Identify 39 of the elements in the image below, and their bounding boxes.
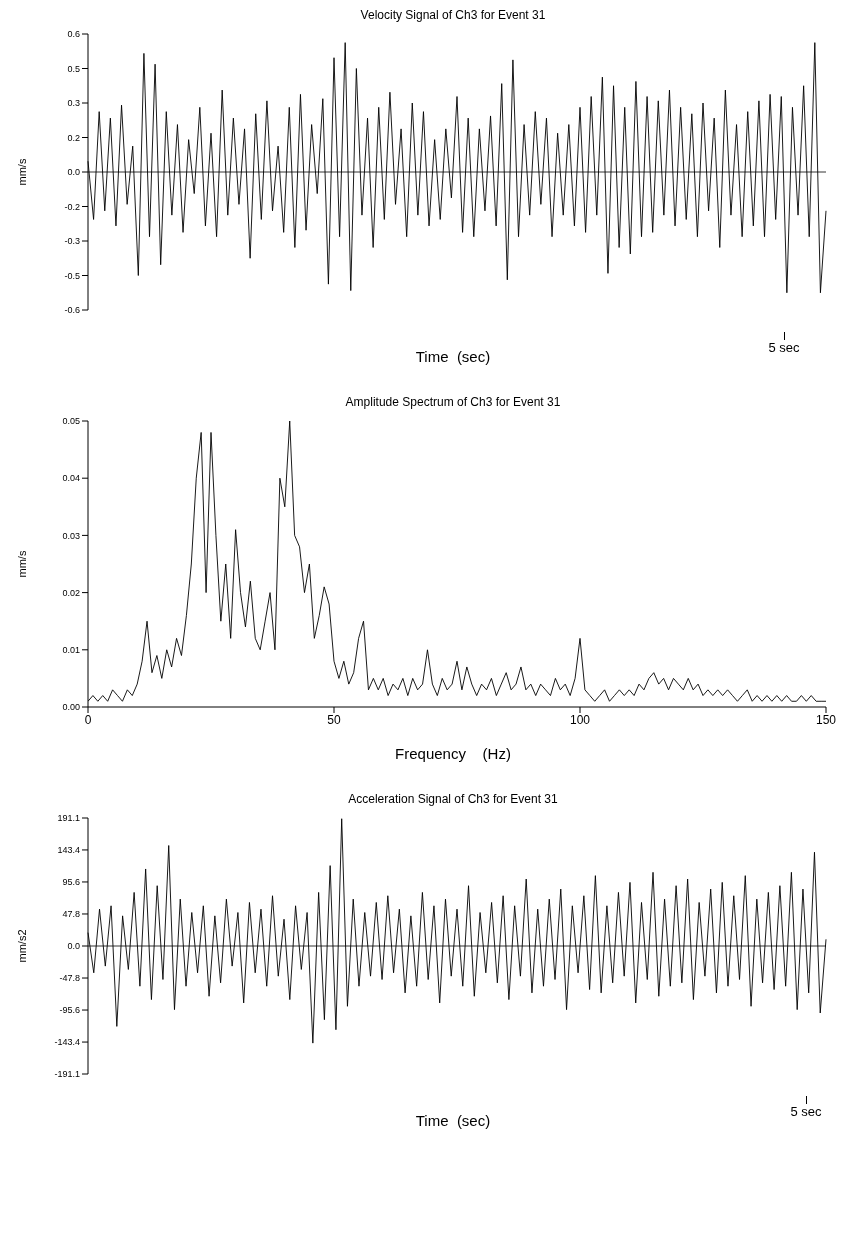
text: 5 sec: [789, 1104, 823, 1119]
y-tick-label: 191.1: [57, 813, 80, 824]
y-tick-label: 0.5: [67, 63, 80, 74]
y-tick-label: -0.3: [64, 236, 80, 247]
y-tick-label: 0.0: [67, 941, 80, 952]
x-axis-title: Time (sec): [415, 1112, 491, 1129]
y-tick-label: 0.2: [67, 132, 80, 143]
y-tick-label: 47.8: [62, 909, 80, 920]
y-tick-label: 0.00: [62, 702, 80, 713]
y-tick-label: 143.4: [57, 845, 80, 856]
x-tick-label: 50: [327, 712, 341, 727]
y-tick-label: -0.6: [64, 305, 80, 316]
y-tick-label: 0.04: [62, 473, 80, 484]
y-axis-title: mm/s: [15, 550, 28, 578]
x-axis-title: Time (sec): [415, 348, 491, 365]
x-tick-label: 100: [569, 712, 591, 727]
y-tick-label: 0.6: [67, 29, 80, 40]
x-axis-title: Frequency (Hz): [394, 745, 512, 762]
x-tick-label: 150: [815, 712, 837, 727]
chart-title: Amplitude Spectrum of Ch3 for Event 31: [344, 395, 562, 409]
text: 5 sec: [767, 340, 801, 355]
x-tick-label: 0: [84, 712, 92, 727]
y-tick-label: -0.2: [64, 201, 80, 212]
y-axis-title: mm/s: [15, 158, 28, 186]
y-tick-label: -95.6: [59, 1005, 80, 1016]
y-tick-label: 0.3: [67, 98, 80, 109]
y-tick-label: -0.5: [64, 270, 80, 281]
chart-title: Velocity Signal of Ch3 for Event 31: [359, 8, 547, 22]
y-tick-label: -191.1: [54, 1069, 80, 1080]
y-tick-label: 0.03: [62, 530, 80, 541]
y-axis-title: mm/s2: [15, 929, 28, 963]
y-tick-label: -143.4: [54, 1037, 80, 1048]
chart-title: Acceleration Signal of Ch3 for Event 31: [347, 792, 559, 806]
y-tick-label: 0.01: [62, 644, 80, 655]
y-tick-label: 0.02: [62, 587, 80, 598]
y-tick-label: 0.05: [62, 416, 80, 427]
y-tick-label: 0.0: [67, 167, 80, 178]
y-tick-label: 95.6: [62, 877, 80, 888]
y-tick-label: -47.8: [59, 973, 80, 984]
